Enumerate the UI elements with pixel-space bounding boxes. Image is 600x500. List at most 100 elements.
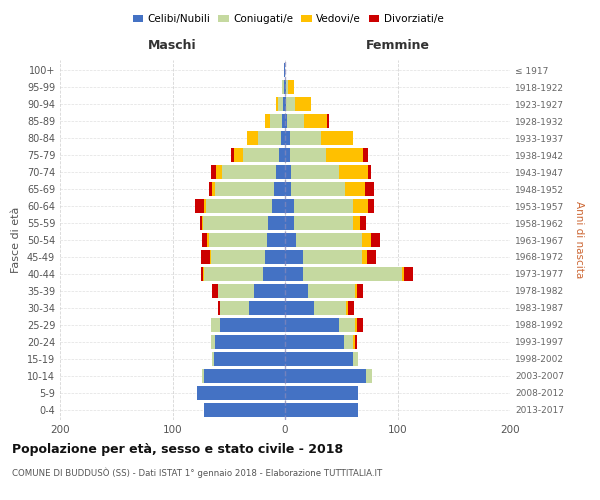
Bar [204,267,263,281]
Bar [367,250,376,264]
Bar [200,250,209,264]
Bar [355,335,357,349]
Bar [368,165,371,179]
Bar [348,301,353,315]
Bar [214,352,285,366]
Bar [284,63,285,77]
Bar [290,165,339,179]
Bar [209,233,267,247]
Bar [285,403,358,417]
Bar [212,352,214,366]
Bar [202,369,204,383]
Bar [197,386,285,400]
Bar [276,165,285,179]
Bar [209,182,212,196]
Bar [339,165,368,179]
Bar [361,216,366,230]
Bar [204,199,206,213]
Bar [208,233,209,247]
Bar [285,165,290,179]
Bar [285,114,287,128]
Bar [285,148,290,162]
Bar [287,114,304,128]
Bar [308,284,355,298]
Bar [281,114,285,128]
Bar [353,199,368,213]
Bar [290,182,344,196]
Bar [271,199,285,213]
Bar [212,182,215,196]
Bar [218,301,220,315]
Bar [263,267,285,281]
Bar [361,233,371,247]
Bar [247,131,258,145]
Text: COMUNE DI BUDDUSÒ (SS) - Dati ISTAT 1° gennaio 2018 - Elaborazione TUTTITALIA.IT: COMUNE DI BUDDUSÒ (SS) - Dati ISTAT 1° g… [12,468,382,478]
Bar [285,182,290,196]
Bar [357,284,362,298]
Bar [285,267,303,281]
Bar [286,80,289,94]
Bar [402,267,404,281]
Bar [220,318,285,332]
Bar [325,148,362,162]
Bar [326,114,329,128]
Legend: Celibi/Nubili, Coniugati/e, Vedovi/e, Divorziati/e: Celibi/Nubili, Coniugati/e, Vedovi/e, Di… [128,10,448,29]
Bar [353,335,355,349]
Bar [274,182,285,196]
Y-axis label: Fasce di età: Fasce di età [11,207,21,273]
Bar [204,403,285,417]
Bar [285,199,294,213]
Bar [203,267,204,281]
Bar [254,284,285,298]
Bar [283,97,285,111]
Bar [204,369,285,383]
Bar [281,80,284,94]
Bar [265,114,271,128]
Bar [343,335,353,349]
Bar [344,182,365,196]
Bar [218,284,254,298]
Bar [203,216,268,230]
Bar [368,199,374,213]
Bar [303,267,402,281]
Bar [371,233,380,247]
Bar [355,318,357,332]
Bar [294,199,353,213]
Text: Femmine: Femmine [365,38,430,52]
Bar [284,80,285,94]
Bar [211,250,265,264]
Bar [289,80,294,94]
Bar [280,148,285,162]
Bar [268,216,285,230]
Bar [209,250,211,264]
Bar [265,250,285,264]
Bar [211,165,217,179]
Bar [235,148,244,162]
Bar [222,165,276,179]
Bar [211,318,220,332]
Bar [199,216,202,230]
Bar [303,250,361,264]
Bar [281,131,285,145]
Bar [267,233,285,247]
Bar [353,352,358,366]
Bar [321,131,353,145]
Bar [202,216,203,230]
Text: Popolazione per età, sesso e stato civile - 2018: Popolazione per età, sesso e stato civil… [12,442,343,456]
Bar [285,97,286,111]
Bar [217,165,222,179]
Bar [285,80,286,94]
Bar [366,369,371,383]
Bar [215,182,274,196]
Bar [285,369,366,383]
Bar [200,267,203,281]
Bar [258,131,281,145]
Bar [212,284,218,298]
Bar [195,199,204,213]
Bar [361,250,367,264]
Bar [202,233,208,247]
Bar [271,114,281,128]
Bar [244,148,280,162]
Y-axis label: Anni di nascita: Anni di nascita [574,202,584,278]
Bar [404,267,413,281]
